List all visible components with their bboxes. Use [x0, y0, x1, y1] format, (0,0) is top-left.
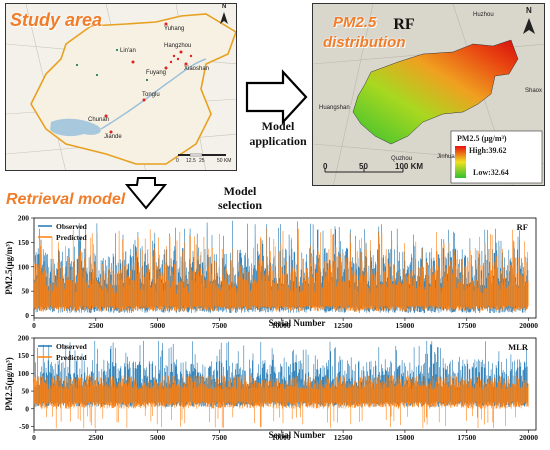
- pm25-map-title: PM2.5: [333, 14, 377, 31]
- place-label: Huangshan: [319, 105, 350, 111]
- legend-label-observed: Observed: [56, 222, 88, 231]
- legend-label-predicted: Predicted: [56, 353, 88, 362]
- scale-label: 25: [199, 158, 205, 164]
- x-tick-label: 17500: [457, 321, 476, 330]
- scale-bar: [324, 168, 404, 173]
- selection-label-1: Model: [223, 184, 257, 198]
- x-tick-label: 12500: [334, 321, 353, 330]
- scale-label: 12.5: [186, 158, 196, 164]
- legend-title: PM2.5 (μg/m³): [457, 134, 507, 143]
- legend-low: Low:32.64: [473, 168, 509, 177]
- legend-label-predicted: Predicted: [56, 233, 88, 242]
- legend-label-observed: Observed: [56, 342, 88, 351]
- place-label: Shaox: [525, 88, 543, 94]
- y-tick-label: 200: [18, 334, 30, 343]
- scale-label: 0: [176, 158, 179, 164]
- x-tick-label: 10000: [272, 433, 291, 442]
- y-tick-label: 200: [18, 214, 30, 223]
- north-arrow-icon: [523, 18, 535, 34]
- legend-title-text: PM2.5: [457, 134, 480, 143]
- x-axis-label: Serial Number: [269, 318, 326, 328]
- place-label: Quzhou: [391, 156, 413, 162]
- x-tick-label: 0: [32, 433, 36, 442]
- north-arrow-icon: [220, 12, 228, 24]
- x-tick-label: 20000: [519, 433, 538, 442]
- y-tick-label: 0: [25, 311, 29, 320]
- model-label: RF: [517, 222, 528, 232]
- place-label: Jinhua: [437, 154, 455, 160]
- scale-label: 100 KM: [395, 162, 424, 171]
- x-tick-label: 7500: [212, 321, 227, 330]
- place-label: Jiande: [104, 134, 122, 140]
- north-label: N: [222, 4, 227, 10]
- place-label: Huzhou: [473, 12, 494, 18]
- pm25-region: [352, 39, 519, 145]
- x-axis-label: Serial Number: [269, 430, 326, 440]
- x-tick-label: 7500: [212, 433, 227, 442]
- scale-label: 50: [359, 162, 368, 171]
- x-tick-label: 5000: [150, 433, 165, 442]
- y-tick-label: -50: [19, 422, 29, 431]
- river: [100, 58, 207, 130]
- lake: [50, 118, 101, 137]
- application-label-2: application: [249, 134, 307, 148]
- model-label: MLR: [508, 342, 529, 352]
- x-tick-label: 0: [32, 321, 36, 330]
- x-tick-label: 15000: [396, 433, 415, 442]
- x-tick-label: 2500: [88, 433, 103, 442]
- legend-gradient: [455, 146, 466, 178]
- y-tick-label: 150: [18, 238, 30, 247]
- x-tick-label: 5000: [150, 321, 165, 330]
- scale-label: 50 KM: [217, 158, 232, 164]
- x-tick-label: 12500: [334, 433, 353, 442]
- north-label: N: [526, 6, 532, 15]
- y-tick-label: 50: [22, 387, 30, 396]
- city-markers: [104, 22, 193, 134]
- selection-label-2: selection: [218, 198, 262, 212]
- y-tick-label: 150: [18, 351, 30, 360]
- scale-label: 0: [323, 162, 328, 171]
- pm25-map-subtitle: distribution: [323, 34, 406, 51]
- place-label: Tonglu: [142, 92, 160, 98]
- place-label: Xiaoshan: [184, 66, 210, 72]
- application-label-1: Model: [261, 119, 295, 133]
- y-tick-label: 100: [18, 262, 30, 271]
- pm25-map-svg: [313, 4, 544, 185]
- place-label: Lin'an: [120, 48, 136, 54]
- x-tick-label: 2500: [88, 321, 103, 330]
- y-tick-label: 100: [18, 369, 30, 378]
- legend-high: High:39.62: [469, 146, 507, 155]
- legend-unit: (μg/m³): [481, 134, 507, 143]
- place-label: Yuhang: [164, 26, 185, 32]
- map-model-label: RF: [393, 16, 415, 33]
- y-tick-label: 50: [22, 287, 30, 296]
- study-area-map: Study area N Yuhang Lin'an Hangzhou Xiao…: [5, 3, 237, 171]
- pm25-map: PM2.5 distribution RF N Huzhou Huangshan…: [312, 3, 545, 186]
- predicted-series-line: [34, 227, 529, 312]
- place-label: Fuyang: [146, 70, 167, 76]
- study-area-svg: [6, 4, 236, 170]
- legend-box: [450, 130, 543, 184]
- x-tick-label: 20000: [519, 321, 538, 330]
- place-label: Hangzhou: [164, 43, 192, 49]
- x-tick-label: 15000: [396, 321, 415, 330]
- y-axis-label: PM2.5(μg/m³): [4, 357, 14, 411]
- place-label: Chunan: [88, 117, 110, 123]
- y-axis-label: PM2.5(μg/m³): [4, 241, 14, 295]
- x-tick-label: 17500: [457, 433, 476, 442]
- y-tick-label: 0: [25, 404, 29, 413]
- x-tick-label: 10000: [272, 321, 291, 330]
- study-area-title: Study area: [10, 10, 103, 30]
- retrieval-title: Retrieval model: [6, 191, 126, 208]
- predicted-series-line: [34, 375, 529, 429]
- scale-bar: [178, 153, 226, 157]
